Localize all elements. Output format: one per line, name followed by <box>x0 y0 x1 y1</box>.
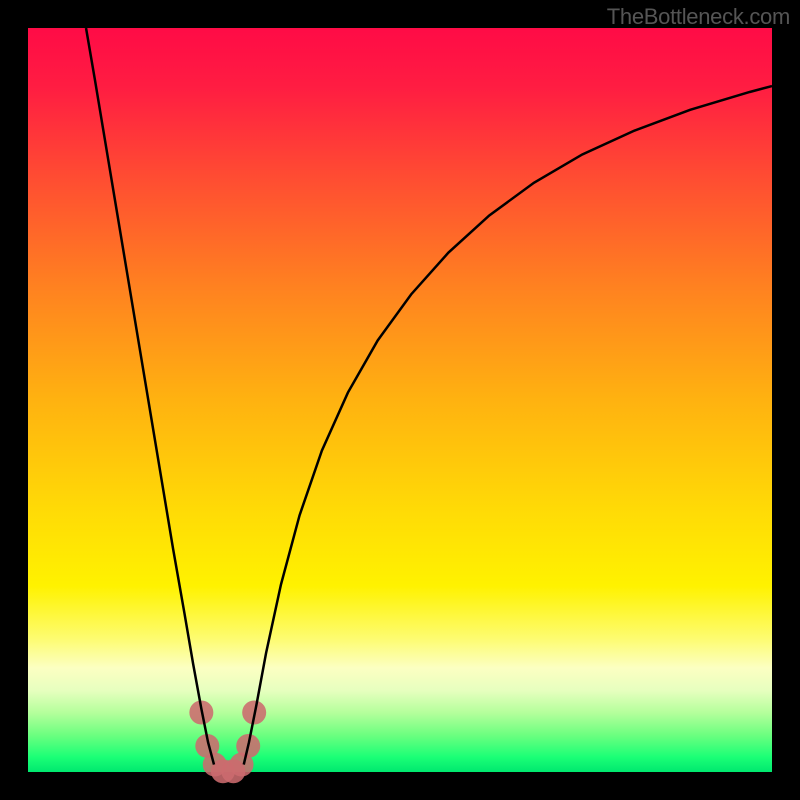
watermark-text: TheBottleneck.com <box>607 4 790 30</box>
bottleneck-chart <box>0 0 800 800</box>
chart-container: TheBottleneck.com <box>0 0 800 800</box>
plot-background <box>28 28 772 772</box>
